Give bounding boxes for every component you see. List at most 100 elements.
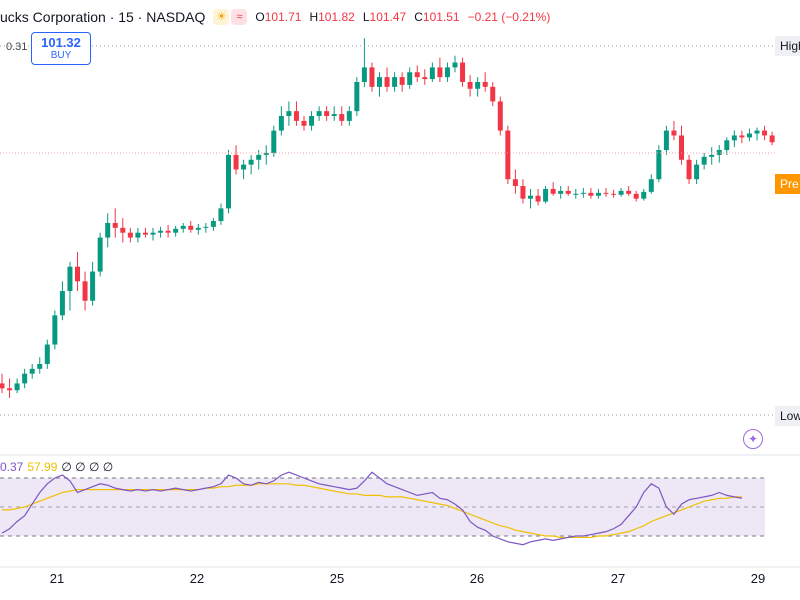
candle-body [671,130,677,136]
ohlc-key: H [309,10,319,24]
candle-body [497,101,503,131]
buy-label: BUY [50,50,72,61]
time-axis[interactable]: 21 22 25 26 27 29 [0,568,800,590]
candle-body [512,179,518,187]
symbol-title[interactable]: ucks Corporation · 15 · NASDAQ [0,9,206,25]
symbol-legend: ucks Corporation · 15 · NASDAQ ☀ ≈ O101.… [0,6,550,28]
candle-body [769,135,775,143]
candle-body [127,232,133,238]
candle-body [399,77,405,85]
candle-body [384,77,390,87]
candle-body [611,193,617,195]
candle-body [603,192,609,194]
candle-body [414,72,420,78]
candle-body [444,67,450,78]
indicator-placeholders: ∅ ∅ ∅ ∅ [61,460,114,474]
candle-body [369,67,375,87]
rsi-line [1,471,743,546]
candle-body [550,188,556,194]
candle-body [150,232,156,235]
candle-body [392,77,398,87]
candle-body [573,193,579,195]
candle-body [762,130,768,136]
buy-button[interactable]: 101.32 BUY [31,32,91,65]
candle-body [14,383,20,391]
candle-body [558,190,564,194]
candle-body [580,192,586,194]
candle-body [694,164,700,180]
rsi-band [0,478,765,536]
candle-body [309,116,315,126]
candle-body [271,130,277,153]
candle-body [142,232,148,235]
ohlc-item: H101.82 [309,10,354,24]
candle-body [7,388,13,391]
candle-body [339,114,345,121]
candle-body [112,222,118,228]
candle-body [210,221,216,227]
sun-icon: ☀ [213,9,230,25]
candle-body [437,67,443,78]
ohlc-key: C [414,10,423,24]
ohlc-item: −0.21 (−0.21%) [468,10,551,24]
ohlc-value: 101.82 [318,10,355,24]
ohlc-value: −0.21 (−0.21%) [467,10,551,24]
candle-body [67,266,73,292]
candle-body [565,190,571,194]
candle-body [324,111,330,117]
candle-body [263,152,269,155]
ohlc-item: O101.71 [255,10,301,24]
candle-body [618,190,624,195]
candle-body [679,135,684,160]
candle-body [105,222,111,238]
candle-body [505,130,511,180]
candle-body [44,344,50,364]
low-label: Low [775,406,800,426]
x-tick-label: 22 [189,571,205,586]
market-status[interactable]: ☀ ≈ [213,9,248,25]
candle-body [626,190,632,194]
candle-body [429,67,435,80]
sparkle-icon[interactable]: ✦ [743,429,763,449]
candle-body [482,81,488,87]
x-tick-label: 21 [49,571,65,586]
wave-icon: ≈ [231,9,248,25]
ohlc-key: L [362,10,370,24]
candle-body [731,135,737,141]
candle-body [203,226,209,228]
candle-body [754,130,760,134]
candle-series [0,38,775,398]
candle-body [218,208,224,222]
candle-body [686,159,692,180]
candle-body [173,228,179,233]
buy-price: 101.32 [41,35,81,50]
candle-body [354,81,360,112]
candle-body [460,62,466,82]
candle-body [520,186,526,199]
candle-body [278,116,284,131]
ohlc-item: C101.51 [414,10,459,24]
candle-body [37,363,43,369]
candle-body [195,227,201,230]
candle-body [293,111,299,121]
candle-body [331,114,337,117]
premarket-label: Pre [775,174,800,194]
candle-body [90,271,96,301]
rsi-value: 0.37 [0,460,24,474]
candle-body [490,86,496,102]
x-tick-label: 27 [610,571,626,586]
candle-body [75,266,80,282]
candle-body [256,154,262,160]
candle-body [656,150,662,180]
candle-body [701,156,707,165]
candle-body [746,133,752,138]
high-label: High [775,36,800,56]
candle-body [361,67,367,82]
candle-body [543,188,549,202]
candle-body [233,154,239,170]
x-tick-label: 25 [329,571,345,586]
candle-body [226,154,231,209]
candle-body [82,281,88,301]
candle-body [52,315,58,345]
